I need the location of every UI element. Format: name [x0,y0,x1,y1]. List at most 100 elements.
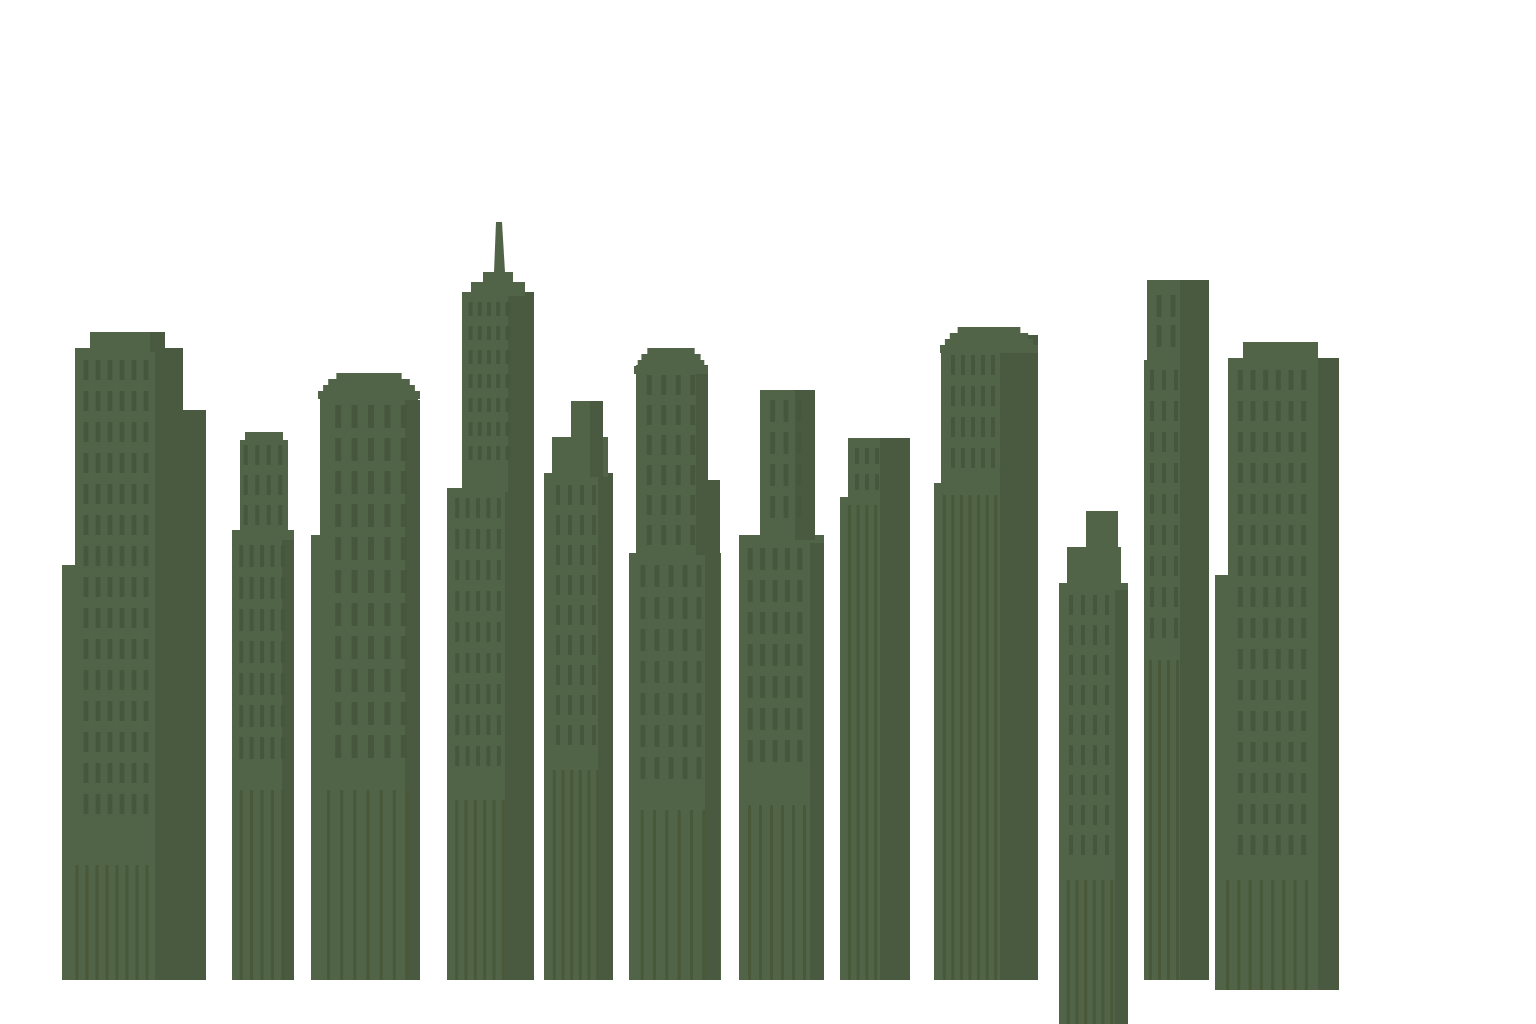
window [1301,618,1307,638]
window [556,665,560,685]
building-segment [150,332,165,352]
window [675,435,681,455]
building-segment [1180,280,1209,365]
window [1288,370,1294,390]
window [981,448,985,468]
pilaster [665,810,669,980]
window [487,350,491,364]
window [1093,775,1097,795]
pilaster [640,810,644,980]
window [270,641,275,663]
window [465,560,470,580]
building-segment [328,379,410,387]
window [1301,711,1307,731]
window [487,326,491,340]
window [1174,463,1178,483]
window [351,570,358,593]
window [875,474,879,490]
window [760,644,766,666]
window [255,445,260,465]
window [107,732,113,752]
window [107,515,113,535]
window [690,465,696,485]
window [568,665,572,685]
window [496,746,501,766]
window [796,496,802,518]
window [107,422,113,442]
window [260,609,264,631]
window [668,725,674,747]
window [107,577,113,597]
window [961,386,965,406]
window [131,391,137,411]
window [131,360,137,380]
window [400,471,407,494]
window [335,438,342,461]
window [696,725,702,747]
window [1263,711,1269,731]
window [487,422,491,436]
window [260,545,264,567]
window [243,445,248,465]
window [143,794,149,814]
window [496,591,501,611]
window [95,484,101,504]
window [496,684,501,704]
pilaster [1158,660,1161,980]
window [119,515,125,535]
pilaster [1237,880,1241,990]
window [1250,618,1256,638]
window [747,548,753,570]
building-segment [880,497,910,980]
window [1263,680,1269,700]
window [1069,715,1073,735]
window [668,661,674,683]
window [961,417,965,437]
window [580,485,584,505]
window [351,405,358,428]
building-12 [1215,342,1339,990]
window [143,639,149,659]
window [1150,432,1154,452]
window [260,641,264,663]
window [400,405,407,428]
pilaster [501,800,505,980]
pilaster [95,865,99,980]
window [119,391,125,411]
window [556,635,560,655]
building-segment [705,480,720,980]
window [640,757,646,779]
window [1250,525,1256,545]
pilaster [473,800,477,980]
window [1288,401,1294,421]
window [770,496,776,518]
window [95,763,101,783]
window [131,546,137,566]
window [468,302,473,316]
window [119,577,125,597]
window [580,665,584,685]
window [1237,742,1243,762]
window [1174,401,1178,421]
window [865,448,869,464]
window [143,391,149,411]
window [131,577,137,597]
building-7 [739,390,824,980]
window [760,676,766,698]
window [682,661,688,683]
building-segment [641,354,701,362]
building-segment [318,391,420,399]
building-segment [1086,511,1118,551]
building-segment [590,401,603,477]
window [696,661,702,683]
window [568,725,572,745]
window [95,732,101,752]
window [797,580,803,602]
pilaster [1066,880,1070,1024]
pilaster [483,800,487,980]
window [1081,805,1085,825]
window [951,386,955,406]
window [95,701,101,721]
window [1156,325,1162,347]
window [255,505,260,525]
